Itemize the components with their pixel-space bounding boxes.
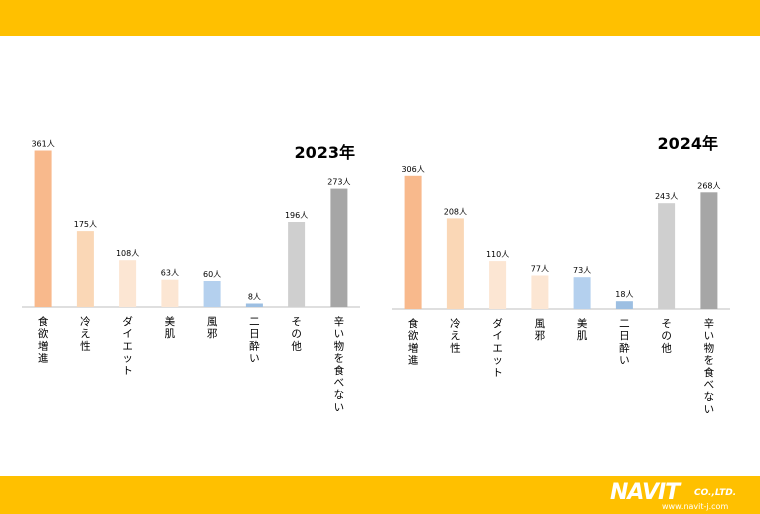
- category-label: 風邪: [207, 316, 218, 340]
- bar: [288, 222, 306, 307]
- category-label: 辛い物を食べない: [334, 315, 345, 413]
- data-label: 73人: [573, 266, 591, 275]
- bar: [573, 277, 591, 309]
- chart-title: 2024年: [657, 134, 718, 153]
- logo-suffix: CO.,LTD.: [694, 488, 737, 498]
- bar: [245, 303, 263, 307]
- data-label: 361人: [31, 140, 54, 149]
- category-label: その他: [661, 318, 672, 354]
- category-label: 食欲増進: [408, 317, 419, 367]
- data-label: 18人: [615, 290, 633, 299]
- data-label: 243人: [655, 192, 678, 201]
- bar: [76, 231, 94, 307]
- bottom-banner: [0, 476, 760, 514]
- bar: [700, 192, 718, 309]
- bar: [615, 301, 633, 309]
- data-label: 306人: [401, 165, 424, 174]
- logo-url: www.navit-j.com: [662, 502, 729, 511]
- data-label: 273人: [327, 178, 350, 187]
- category-label: 食欲増進: [38, 315, 49, 365]
- navit-logo: NAVIT CO.,LTD. www.navit-j.com: [610, 480, 750, 512]
- category-label: 冷え性: [450, 317, 461, 354]
- bar: [330, 188, 348, 307]
- data-label: 63人: [161, 269, 179, 278]
- data-label: 60人: [203, 270, 221, 279]
- bar: [203, 281, 221, 307]
- data-label: 77人: [531, 265, 549, 274]
- category-label: 冷え性: [80, 315, 91, 352]
- bar: [119, 260, 137, 307]
- category-label: ダイエット: [122, 315, 133, 377]
- category-label: 二日酔い: [249, 316, 260, 365]
- category-label: 辛い物を食べない: [704, 317, 715, 415]
- bar: [531, 275, 549, 309]
- top-banner: [0, 0, 760, 36]
- bar: [404, 175, 422, 309]
- category-label: 二日酔い: [619, 318, 630, 367]
- category-label: ダイエット: [492, 317, 503, 379]
- data-label: 196人: [285, 211, 308, 220]
- data-label: 108人: [116, 249, 139, 258]
- bar: [161, 279, 179, 307]
- category-label: 風邪: [535, 318, 546, 342]
- data-label: 8人: [248, 293, 261, 302]
- bar: [34, 150, 52, 307]
- logo-brand: NAVIT: [610, 480, 680, 505]
- data-label: 208人: [444, 207, 467, 216]
- category-label: その他: [291, 316, 302, 352]
- bar: [658, 203, 676, 309]
- data-label: 268人: [697, 181, 720, 190]
- chart-title: 2023年: [294, 143, 355, 162]
- bar: [446, 218, 464, 309]
- data-label: 110人: [486, 250, 509, 259]
- category-label: 美肌: [165, 315, 176, 340]
- category-label: 美肌: [577, 317, 588, 342]
- bar: [489, 261, 507, 309]
- data-label: 175人: [74, 220, 97, 229]
